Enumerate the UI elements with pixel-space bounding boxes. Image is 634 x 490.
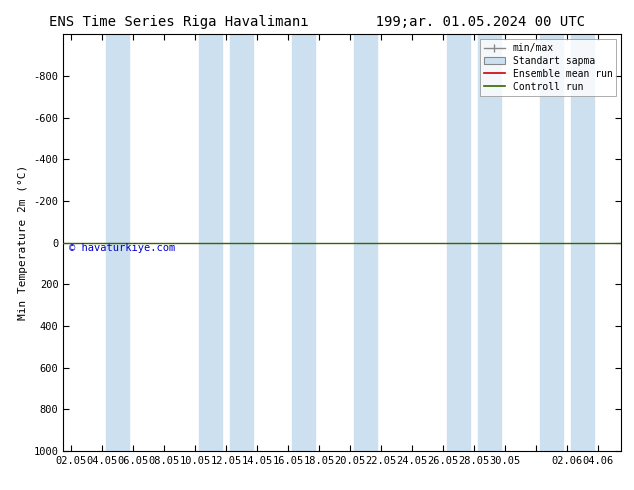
Bar [199,34,223,451]
Text: © havaturkiye.com: © havaturkiye.com [69,243,175,252]
Bar [106,34,129,451]
Bar [540,34,563,451]
Bar [230,34,253,451]
Bar [292,34,315,451]
Bar [571,34,594,451]
Legend: min/max, Standart sapma, Ensemble mean run, Controll run: min/max, Standart sapma, Ensemble mean r… [480,39,616,96]
Bar [354,34,377,451]
Text: ENS Time Series Riga Havalimanı        199;ar. 01.05.2024 00 UTC: ENS Time Series Riga Havalimanı 199;ar. … [49,15,585,29]
Bar [447,34,470,451]
Y-axis label: Min Temperature 2m (°C): Min Temperature 2m (°C) [18,165,28,320]
Bar [478,34,501,451]
